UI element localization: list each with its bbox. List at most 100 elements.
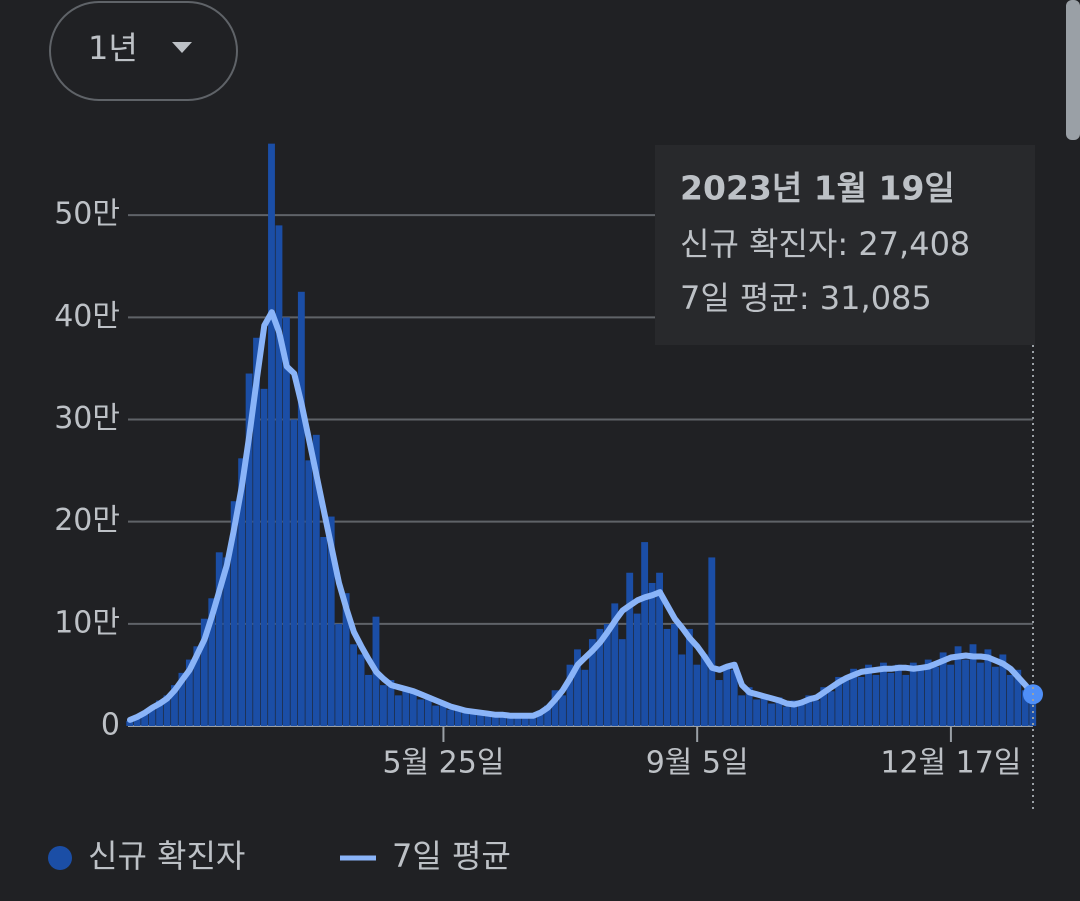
bar [947, 664, 955, 726]
bar [805, 695, 813, 726]
bar [685, 628, 693, 726]
bar [753, 699, 761, 726]
bar [872, 674, 880, 726]
bar [163, 695, 171, 726]
bar [603, 623, 611, 726]
tooltip-title: 2023년 1월 19일 [680, 169, 955, 208]
bar [820, 687, 828, 726]
bar [775, 697, 783, 726]
y-tick-label: 50만 [54, 197, 120, 232]
bar [447, 709, 455, 726]
bar [305, 460, 313, 726]
bar [745, 687, 753, 726]
bar [969, 644, 977, 726]
bar [484, 712, 492, 726]
legend-swatch [48, 846, 72, 870]
bar [260, 388, 268, 726]
bar [633, 613, 641, 726]
bar [514, 714, 522, 726]
bar [939, 652, 947, 726]
tooltip [655, 145, 1035, 345]
bar [984, 649, 992, 726]
bar [126, 720, 134, 726]
bar [693, 664, 701, 726]
bar [626, 572, 634, 726]
x-tick-label: 9월 5일 [646, 746, 749, 781]
bar [977, 662, 984, 726]
bar [954, 646, 962, 726]
bar [857, 676, 865, 726]
bar [208, 598, 216, 726]
y-tick-label: 20만 [54, 503, 120, 538]
bar [350, 644, 358, 726]
dropdown-label: 1년 [88, 29, 138, 67]
bar [790, 700, 798, 726]
bar [812, 700, 820, 726]
bar [1021, 690, 1029, 726]
bar [596, 628, 604, 726]
x-tick-label: 12월 17일 [880, 746, 1021, 781]
bar [588, 639, 596, 726]
bar [394, 695, 402, 726]
bar [999, 654, 1007, 726]
bar [544, 705, 552, 726]
bar [238, 458, 246, 726]
bar [708, 557, 716, 726]
bar [454, 707, 462, 726]
bar [230, 501, 238, 726]
legend-label: 7일 평균 [392, 837, 511, 875]
bar [611, 603, 619, 726]
bar [141, 713, 149, 726]
bar [335, 623, 343, 726]
bar [641, 542, 649, 726]
bar [521, 716, 529, 726]
bar [1014, 669, 1022, 726]
y-tick-label: 30만 [54, 401, 120, 436]
bar [797, 703, 805, 726]
bar [656, 572, 663, 726]
bar [723, 664, 731, 726]
bar [842, 680, 850, 726]
bar [715, 680, 723, 726]
bar [909, 662, 917, 726]
bar [424, 695, 432, 726]
bar [156, 700, 163, 726]
y-tick-label: 0 [101, 708, 120, 743]
tooltip-line: 신규 확진자: 27,408 [680, 225, 970, 263]
bar [566, 664, 574, 726]
plot: 0 10만 20만 30만 40만 50만 5월 25일 9월 5일 12월 17일 [54, 143, 1043, 781]
bar [193, 646, 201, 726]
bar [865, 664, 872, 726]
bar [932, 666, 940, 726]
bar [215, 552, 223, 726]
bar [887, 672, 895, 726]
bar [185, 659, 193, 726]
bar [409, 693, 417, 726]
bar [529, 713, 537, 726]
x-tick-label: 5월 25일 [382, 746, 504, 781]
bar [678, 654, 686, 726]
y-tick-label: 40만 [54, 299, 120, 334]
bar [402, 687, 410, 726]
bar [200, 618, 208, 726]
bar [536, 710, 544, 726]
bar [1006, 674, 1014, 726]
bar [148, 708, 156, 726]
bar [618, 639, 626, 726]
bar [835, 676, 843, 726]
bar [357, 654, 365, 726]
bar [178, 672, 186, 726]
bar [663, 628, 671, 726]
bar [991, 666, 999, 726]
bar [559, 695, 566, 726]
bar [880, 662, 887, 726]
bar [327, 516, 335, 726]
bar [850, 668, 858, 726]
range-dropdown[interactable] [49, 1, 238, 101]
bar [574, 649, 581, 726]
bar [268, 143, 275, 726]
bar [648, 582, 656, 726]
bar [738, 695, 746, 726]
y-tick-label: 10만 [54, 605, 120, 640]
bar [290, 419, 298, 726]
